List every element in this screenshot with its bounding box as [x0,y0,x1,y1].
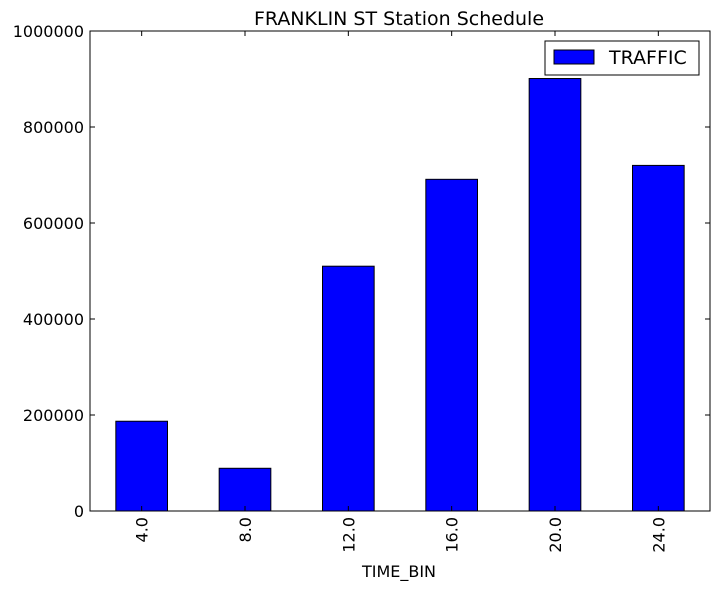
legend-swatch [553,49,595,65]
y-axis: 0 200000 400000 600000 800000 1000000 [13,22,710,521]
y-tick-label: 200000 [23,406,84,425]
bar-24.0 [632,164,685,512]
x-tick-label: 20.0 [546,517,565,553]
chart-title: FRANKLIN ST Station Schedule [254,8,544,30]
plot-frame [89,30,711,512]
x-axis-label: TIME_BIN [361,562,436,582]
bar-8.0 [218,467,272,512]
x-tick-label: 4.0 [133,517,152,542]
y-tick-label: 0 [74,502,84,521]
bar-12.0 [322,265,375,512]
x-tick-label: 12.0 [339,517,358,553]
x-tick-label: 8.0 [236,517,255,542]
bar-16.0 [425,178,479,512]
y-tick-label: 600000 [23,214,84,233]
legend-label: TRAFFIC [608,47,687,69]
bar-20.0 [528,78,582,512]
legend: TRAFFIC [544,40,700,76]
y-tick-label: 800000 [23,118,84,137]
x-tick-label: 24.0 [649,517,668,553]
x-tick-label: 16.0 [443,517,462,553]
x-axis: 4.0 8.0 12.0 16.0 20.0 24.0 [133,31,668,553]
bar-4.0 [115,420,169,512]
y-tick-label: 400000 [23,310,84,329]
bars-group [115,78,685,512]
y-tick-label: 1000000 [13,22,84,41]
